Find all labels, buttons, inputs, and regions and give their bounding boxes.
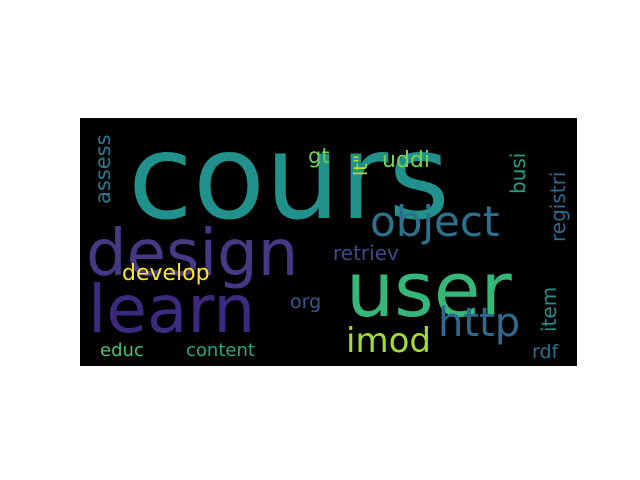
word-cours: cours — [128, 118, 450, 246]
word-object: object — [370, 197, 499, 246]
word-develop: develop — [122, 261, 210, 286]
word-lt: lt" — [350, 155, 372, 176]
word-gt: gt — [308, 144, 330, 168]
word-content: content — [186, 340, 255, 361]
word-design: design — [86, 217, 298, 291]
word-rdf: rdf — [532, 341, 560, 363]
word-educ: educ — [100, 340, 144, 361]
word-item: item — [537, 287, 561, 332]
word-imod: imod — [346, 321, 431, 361]
word-learn: learn — [88, 271, 255, 348]
word-http: http — [438, 300, 520, 346]
word-cloud-canvas: cours user design learn object http imod… — [80, 118, 577, 366]
word-cloud-svg: cours user design learn object http imod… — [86, 118, 570, 363]
word-user: user — [346, 245, 513, 334]
word-busi: busi — [506, 153, 530, 194]
word-registri: registri — [546, 172, 570, 242]
word-org: org — [290, 291, 321, 313]
word-uddi: uddi — [382, 148, 430, 173]
word-assess: assess — [91, 134, 115, 204]
word-retriev: retriev — [333, 241, 399, 265]
